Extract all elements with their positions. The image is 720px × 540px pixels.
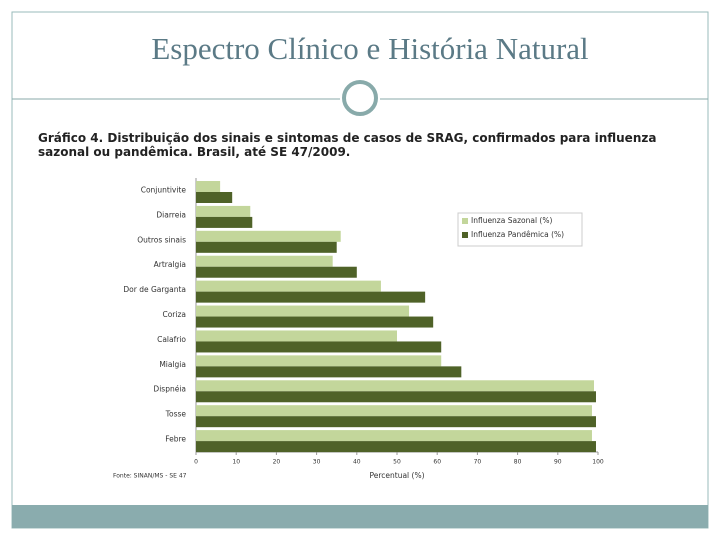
bar: [196, 366, 462, 378]
y-tick-label: Mialgia: [159, 360, 186, 369]
x-tick-label: 90: [554, 459, 562, 466]
bar: [196, 305, 410, 317]
x-tick-label: 60: [433, 459, 441, 466]
bar: [196, 280, 381, 292]
bar: [196, 255, 333, 267]
bar: [196, 380, 594, 392]
bar: [196, 341, 442, 353]
bar: [196, 316, 434, 328]
x-tick-label: 100: [592, 459, 604, 466]
x-tick-label: 80: [514, 459, 522, 466]
y-tick-label: Calafrio: [157, 335, 186, 344]
x-tick-label: 70: [474, 459, 482, 466]
x-axis-label: Percentual (%): [369, 471, 424, 480]
legend-swatch: [462, 218, 468, 224]
y-tick-label: Febre: [165, 435, 186, 444]
bar: [196, 330, 397, 342]
x-tick-label: 50: [393, 459, 401, 466]
y-tick-label: Tosse: [165, 410, 187, 419]
bar: [196, 355, 442, 367]
legend-label: Influenza Pandêmica (%): [471, 230, 564, 239]
bar: [196, 266, 357, 278]
legend-box: [457, 212, 583, 247]
y-tick-label: Outros sinais: [137, 235, 186, 244]
legend-swatch: [462, 232, 468, 238]
bar: [196, 405, 592, 417]
legend-label: Influenza Sazonal (%): [471, 216, 552, 225]
y-tick-label: Coriza: [162, 310, 186, 319]
x-tick-label: 40: [353, 459, 361, 466]
bar: [196, 430, 592, 442]
bar: [196, 241, 337, 253]
x-tick-label: 10: [232, 459, 240, 466]
x-tick-label: 30: [313, 459, 321, 466]
bar: [196, 416, 596, 428]
bar: [196, 391, 596, 403]
y-tick-label: Diarreia: [156, 210, 186, 219]
x-tick-label: 20: [273, 459, 281, 466]
ornament: [342, 80, 378, 116]
bar: [196, 230, 341, 242]
x-tick-label: 0: [194, 459, 198, 466]
chart: 0 10 20 30 40 50 60 70 80 90 100 Conjuntivite Diarre…: [113, 178, 604, 480]
slide-title: Espectro Clínico e História Natural: [151, 31, 588, 66]
bar: [196, 216, 253, 228]
source: Fonte: SINAN/MS - SE 47: [113, 473, 187, 480]
y-tick-label: Artralgia: [154, 260, 186, 269]
bar: [196, 291, 426, 303]
bar: [196, 441, 596, 453]
y-tick-label: Conjuntivite: [141, 185, 187, 194]
y-tick-label: Dispnéia: [153, 385, 186, 394]
chart-title: Gráfico 4. Distribuição dos sinais e sin…: [38, 131, 657, 159]
bar: [196, 181, 221, 192]
bar: [196, 192, 233, 203]
bar: [196, 205, 251, 217]
y-tick-label: Dor de Garganta: [123, 285, 186, 294]
footer-bar: [12, 505, 708, 528]
